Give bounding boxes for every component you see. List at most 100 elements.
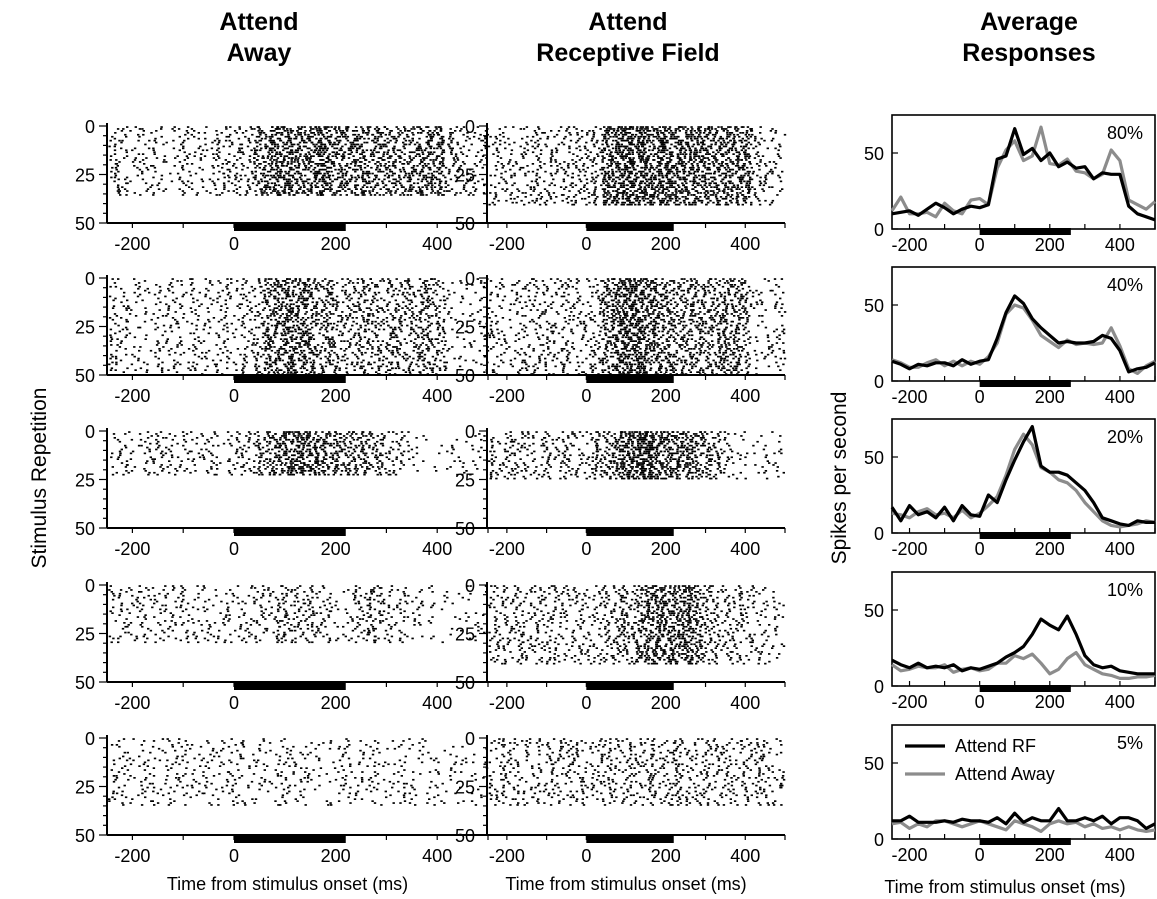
spike-tick — [176, 456, 180, 459]
spike-tick — [308, 450, 312, 453]
spike-tick — [434, 289, 437, 292]
spike-tick — [425, 141, 428, 144]
stimulus-bar — [234, 224, 346, 231]
spike-tick — [387, 458, 391, 460]
spike-tick — [159, 289, 162, 292]
spike-tick — [430, 186, 433, 188]
spike-tick — [113, 437, 116, 439]
spike-tick — [309, 170, 313, 173]
spike-tick — [233, 315, 236, 317]
spike-tick — [419, 326, 423, 329]
raster-x-tick-label: 200 — [321, 386, 351, 406]
spike-tick — [225, 126, 228, 128]
spike-tick — [319, 437, 323, 439]
spike-tick — [326, 336, 330, 339]
spike-tick — [293, 315, 296, 317]
spike-tick — [366, 172, 369, 175]
spike-tick — [183, 192, 186, 194]
spike-tick — [304, 174, 307, 177]
spike-tick — [392, 149, 395, 152]
spike-tick — [299, 172, 302, 175]
spike-tick — [402, 450, 406, 453]
spike-tick — [215, 464, 218, 466]
spike-tick — [471, 448, 475, 451]
spike-tick — [339, 440, 342, 443]
spike-tick — [269, 437, 272, 439]
spike-tick — [322, 320, 326, 323]
spike-tick — [276, 147, 279, 150]
spike-tick — [241, 284, 244, 286]
spike-tick — [182, 435, 185, 437]
spike-tick — [287, 139, 290, 142]
spike-tick — [119, 194, 122, 196]
spike-tick — [297, 357, 301, 360]
spike-tick — [242, 464, 246, 466]
spike-tick — [470, 176, 473, 179]
spike-tick — [340, 132, 343, 134]
spike-tick — [314, 186, 318, 188]
spike-tick — [394, 182, 397, 185]
spike-tick — [483, 184, 486, 187]
spike-tick — [234, 178, 237, 181]
spike-tick — [484, 135, 487, 138]
spike-tick — [366, 186, 369, 188]
spike-tick — [374, 320, 377, 323]
spike-tick — [360, 168, 363, 171]
spike-tick — [379, 452, 382, 455]
spike-tick — [255, 367, 258, 370]
spike-tick — [215, 473, 218, 476]
spike-tick — [223, 324, 226, 327]
spike-tick — [379, 143, 382, 146]
spike-tick — [315, 446, 318, 449]
spike-tick — [379, 460, 382, 462]
spike-tick — [370, 355, 373, 358]
spike-tick — [405, 297, 408, 300]
spike-tick — [216, 137, 219, 140]
spike-tick — [341, 174, 344, 177]
spike-tick — [291, 363, 295, 366]
spike-tick — [222, 328, 225, 331]
spike-tick — [381, 442, 384, 445]
spike-tick — [304, 326, 307, 329]
spike-tick — [463, 471, 466, 474]
spike-tick — [124, 133, 127, 136]
spike-tick — [440, 153, 443, 155]
spike-tick — [472, 194, 475, 196]
spike-tick — [133, 291, 136, 294]
spike-tick — [456, 141, 459, 144]
spike-tick — [261, 348, 264, 350]
spike-tick — [287, 132, 290, 134]
spike-tick — [255, 471, 258, 474]
spike-tick — [266, 326, 269, 329]
spike-tick — [374, 326, 378, 329]
spike-tick — [252, 442, 256, 445]
spike-tick — [395, 433, 398, 435]
spike-tick — [400, 151, 404, 154]
spike-tick — [134, 126, 137, 128]
spike-tick — [279, 322, 283, 325]
spike-tick — [261, 585, 265, 587]
spike-tick — [138, 349, 141, 352]
spike-tick — [203, 587, 206, 589]
spike-tick — [356, 361, 359, 364]
spike-tick — [417, 178, 420, 181]
spike-tick — [406, 161, 409, 163]
spike-tick — [300, 462, 303, 464]
spike-tick — [454, 180, 458, 183]
spike-tick — [399, 317, 402, 319]
spike-tick — [353, 468, 357, 470]
spike-tick — [418, 591, 422, 593]
spike-tick — [398, 149, 402, 152]
spike-tick — [258, 166, 261, 169]
raster-x-tick-label: 200 — [321, 539, 351, 559]
spike-tick — [464, 359, 467, 362]
spike-tick — [284, 444, 287, 447]
spike-tick — [366, 468, 369, 470]
spike-tick — [236, 280, 239, 282]
spike-tick — [437, 326, 440, 329]
spike-tick — [284, 342, 288, 344]
spike-tick — [279, 309, 283, 311]
raster-x-tick-label: 0 — [229, 693, 239, 713]
spike-tick — [315, 174, 319, 177]
spike-tick — [430, 180, 433, 183]
